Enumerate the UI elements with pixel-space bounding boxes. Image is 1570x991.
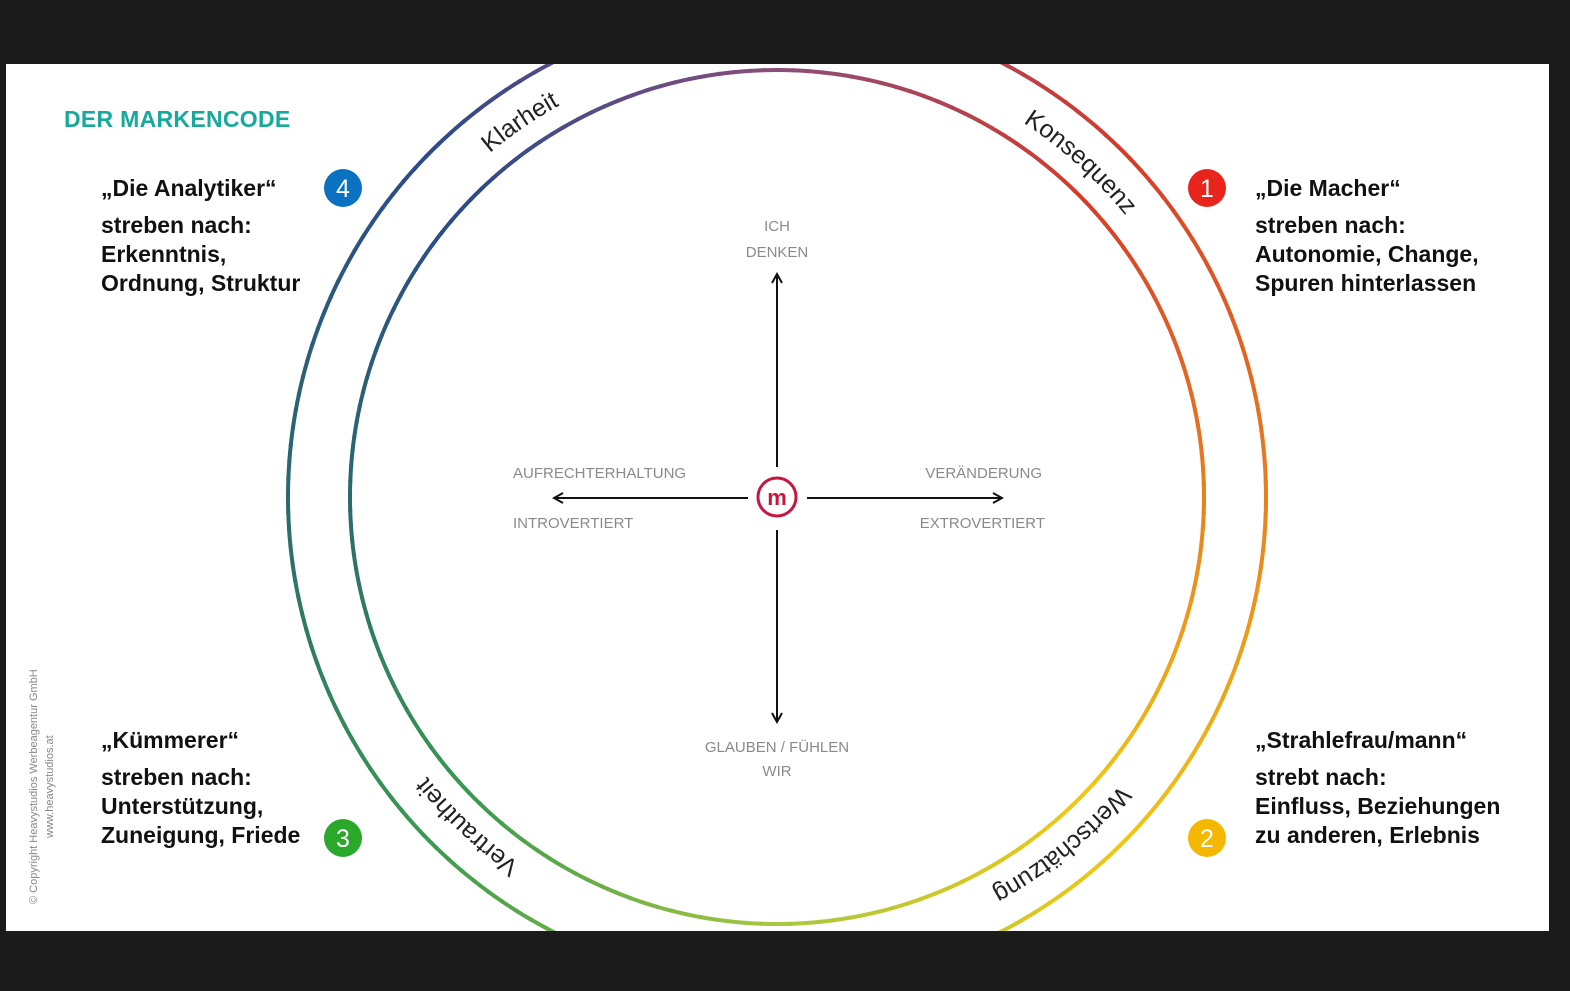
axis-top-1: ICH — [764, 218, 790, 235]
quadrant-line: Zuneigung, Friede — [101, 822, 301, 848]
ring-label-wertschaetzung: Wertschätzung — [989, 781, 1137, 909]
quadrant-4: „Die Analytiker“ streben nach: Erkenntni… — [101, 174, 300, 298]
outer-ring-segment — [531, 64, 552, 76]
quadrant-name: „Die Analytiker“ — [101, 175, 277, 201]
quadrant-3: „Kümmerer“ streben nach: Unterstützung, … — [101, 726, 300, 850]
center-logo: m — [767, 485, 787, 510]
svg-text:3: 3 — [336, 825, 350, 853]
quadrant-1: „Die Macher“ streben nach: Autonomie, Ch… — [1255, 174, 1479, 298]
badge-4: 4 — [324, 169, 362, 207]
quadrant-line: strebt nach: — [1255, 764, 1387, 790]
center-logo-circle — [756, 476, 798, 518]
quadrant-line: streben nach: — [101, 212, 252, 238]
quadrant-name: „Die Macher“ — [1255, 175, 1401, 201]
axis-bottom-1: GLAUBEN / FÜHLEN — [705, 738, 849, 756]
quadrant-name: „Kümmerer“ — [101, 727, 240, 753]
axis-right-1: VERÄNDERUNG — [925, 465, 1042, 482]
quadrant-line: Erkenntnis, — [101, 241, 227, 267]
quadrant-line: Unterstützung, — [101, 793, 264, 819]
badge-1: 1 — [1188, 169, 1226, 207]
quadrant-line: zu anderen, Erlebnis — [1255, 822, 1480, 848]
page-title: DER MARKENCODE — [64, 106, 291, 132]
quadrant-name: „Strahlefrau/mann“ — [1255, 727, 1468, 753]
axis-left-1: AUFRECHTERHALTUNG — [513, 465, 686, 482]
quadrant-line: Spuren hinterlassen — [1255, 270, 1477, 296]
color-rings — [286, 64, 1268, 931]
axis-left-2: INTROVERTIERT — [513, 515, 633, 532]
quadrant-line: Ordnung, Struktur — [101, 270, 301, 296]
quadrant-line: Autonomie, Change, — [1255, 241, 1479, 267]
outer-ring-segment — [997, 926, 1008, 931]
svg-text:1: 1 — [1200, 175, 1214, 203]
copyright-url: www.heavystudios.at — [44, 735, 56, 838]
quadrant-line: streben nach: — [101, 764, 252, 790]
quadrant-2: „Strahlefrau/mann“ strebt nach: Einfluss… — [1255, 726, 1500, 850]
outer-ring-segment — [546, 64, 555, 68]
ring-label-konsequenz: Konsequenz — [1020, 104, 1143, 219]
axis-right-2: EXTROVERTIERT — [920, 515, 1045, 532]
quadrant-line: streben nach: — [1255, 212, 1406, 238]
markencode-diagram: m ICH DENKEN GLAUBEN / FÜHLEN WIR AUFREC… — [286, 64, 1268, 931]
badge-2: 2 — [1188, 819, 1226, 857]
svg-text:2: 2 — [1200, 825, 1214, 853]
svg-text:4: 4 — [336, 175, 350, 203]
copyright: © Copyright Heavystudios Werbeagentur Gm… — [26, 669, 58, 904]
slide: m ICH DENKEN GLAUBEN / FÜHLEN WIR AUFREC… — [6, 64, 1549, 931]
copyright-line: © Copyright Heavystudios Werbeagentur Gm… — [28, 669, 40, 904]
quadrant-line: Einfluss, Beziehungen — [1255, 793, 1501, 819]
axis-top-2: DENKEN — [746, 244, 809, 261]
axis-bottom-2: WIR — [762, 763, 791, 780]
ring-label-klarheit: Klarheit — [476, 86, 563, 158]
badge-3: 3 — [324, 819, 362, 857]
